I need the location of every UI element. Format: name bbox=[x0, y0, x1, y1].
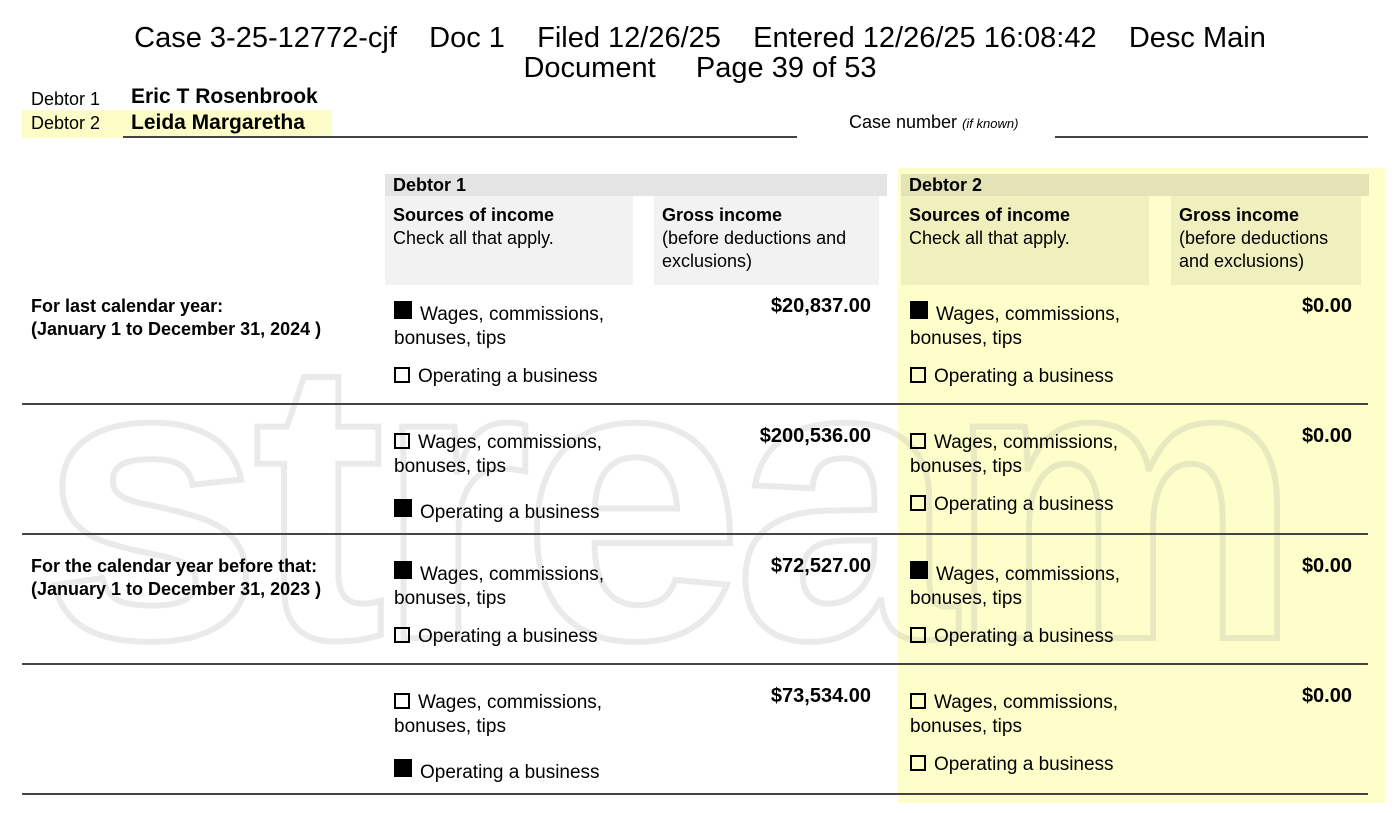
debtor2-business-checkbox[interactable]: Operating a business bbox=[910, 625, 1150, 649]
debtor1-business-checkbox[interactable]: Operating a business bbox=[394, 625, 634, 649]
debtor2-gross-amount: $0.00 bbox=[1301, 295, 1352, 317]
debtor2-gross-amount: $0.00 bbox=[1301, 685, 1352, 707]
period-label: For the calendar year before that: (Janua… bbox=[31, 555, 321, 601]
row-divider bbox=[22, 793, 1368, 795]
debtor2-business-checkbox[interactable]: Operating a business bbox=[910, 753, 1150, 777]
row-divider bbox=[22, 403, 1368, 405]
checkbox-empty-icon[interactable] bbox=[910, 693, 926, 709]
row-divider bbox=[22, 533, 1368, 535]
row-divider bbox=[22, 663, 1368, 665]
checkbox-empty-icon[interactable] bbox=[394, 433, 410, 449]
debtor2-business-checkbox-label: Operating a business bbox=[934, 366, 1114, 387]
case-number-label: Case number (if known) bbox=[849, 112, 1019, 132]
debtor2-sources-header: Sources of income Check all that apply. bbox=[901, 196, 1149, 285]
case-number-hint: (if known) bbox=[962, 116, 1019, 131]
period-title: For the calendar year before that: bbox=[31, 556, 318, 576]
checkbox-checked-icon[interactable] bbox=[394, 561, 412, 579]
debtor2-gross-amount: $0.00 bbox=[1301, 425, 1352, 447]
debtor1-business-checkbox-label: Operating a business bbox=[420, 502, 600, 523]
debtor2-column-title: Debtor 2 bbox=[901, 174, 1369, 196]
debtor2-wages-checkbox-label: Wages, commissions, bonuses, tips bbox=[910, 564, 1121, 609]
debtor1-name: Eric T Rosenbrook bbox=[131, 85, 318, 108]
debtor1-business-checkbox[interactable]: Operating a business bbox=[394, 499, 634, 525]
debtor1-business-checkbox[interactable]: Operating a business bbox=[394, 759, 634, 785]
period-title: For last calendar year: bbox=[31, 296, 224, 316]
debtor1-gross-amount: $20,837.00 bbox=[770, 295, 871, 317]
debtor2-name: Leida Margaretha bbox=[131, 111, 305, 134]
debtor1-business-checkbox-label: Operating a business bbox=[420, 762, 600, 783]
checkbox-empty-icon[interactable] bbox=[910, 627, 926, 643]
debtor1-wages-checkbox[interactable]: Wages, commissions, bonuses, tips bbox=[394, 691, 634, 739]
debtor2-business-checkbox[interactable]: Operating a business bbox=[910, 493, 1150, 517]
debtor2-business-checkbox-label: Operating a business bbox=[934, 626, 1114, 647]
checkbox-checked-icon[interactable] bbox=[394, 759, 412, 777]
checkbox-empty-icon[interactable] bbox=[910, 755, 926, 771]
checkbox-empty-icon[interactable] bbox=[394, 693, 410, 709]
filing-header-line2: Document Page 39 of 53 bbox=[523, 52, 877, 84]
debtor2-gross-amount: $0.00 bbox=[1301, 555, 1352, 577]
debtor2-wages-checkbox[interactable]: Wages, commissions, bonuses, tips bbox=[910, 301, 1150, 351]
checkbox-checked-icon[interactable] bbox=[394, 499, 412, 517]
debtor1-gross-header: Gross income (before deductions and excl… bbox=[654, 196, 879, 285]
checkbox-empty-icon[interactable] bbox=[394, 367, 410, 383]
checkbox-checked-icon[interactable] bbox=[910, 561, 928, 579]
debtor2-wages-checkbox[interactable]: Wages, commissions, bonuses, tips bbox=[910, 691, 1150, 739]
debtor1-gross-amount: $73,534.00 bbox=[770, 685, 871, 707]
debtor2-wages-checkbox[interactable]: Wages, commissions, bonuses, tips bbox=[910, 561, 1150, 611]
debtor2-business-checkbox[interactable]: Operating a business bbox=[910, 365, 1150, 389]
filing-header-line1: Case 3-25-12772-cjf Doc 1 Filed 12/26/25… bbox=[134, 22, 1266, 54]
debtor1-business-checkbox[interactable]: Operating a business bbox=[394, 365, 634, 389]
case-number-field[interactable] bbox=[1055, 136, 1368, 138]
checkbox-checked-icon[interactable] bbox=[910, 301, 928, 319]
debtor2-wages-checkbox[interactable]: Wages, commissions, bonuses, tips bbox=[910, 431, 1150, 479]
debtor1-business-checkbox-label: Operating a business bbox=[418, 366, 598, 387]
debtor2-wages-checkbox-label: Wages, commissions, bonuses, tips bbox=[910, 304, 1121, 349]
debtor-name-underline bbox=[123, 136, 797, 138]
period-range: (January 1 to December 31, 2024 ) bbox=[31, 319, 322, 339]
debtor1-gross-amount: $72,527.00 bbox=[770, 555, 871, 577]
debtor2-business-checkbox-label: Operating a business bbox=[934, 494, 1114, 515]
debtor1-wages-checkbox-label: Wages, commissions, bonuses, tips bbox=[394, 432, 603, 477]
period-label: For last calendar year: (January 1 to Dec… bbox=[31, 295, 321, 341]
debtor1-wages-checkbox-label: Wages, commissions, bonuses, tips bbox=[394, 564, 605, 609]
debtor2-wages-checkbox-label: Wages, commissions, bonuses, tips bbox=[910, 432, 1119, 477]
debtor2-business-checkbox-label: Operating a business bbox=[934, 754, 1114, 775]
checkbox-empty-icon[interactable] bbox=[910, 367, 926, 383]
debtor1-sources-header: Sources of income Check all that apply. bbox=[385, 196, 633, 285]
checkbox-checked-icon[interactable] bbox=[394, 301, 412, 319]
debtor2-wages-checkbox-label: Wages, commissions, bonuses, tips bbox=[910, 692, 1119, 737]
debtor1-gross-amount: $200,536.00 bbox=[759, 425, 871, 447]
debtor2-name-highlight bbox=[22, 110, 332, 138]
debtor1-business-checkbox-label: Operating a business bbox=[418, 626, 598, 647]
checkbox-empty-icon[interactable] bbox=[394, 627, 410, 643]
period-range: (January 1 to December 31, 2023 ) bbox=[31, 579, 322, 599]
debtor2-gross-header: Gross income (before deductions and excl… bbox=[1171, 196, 1361, 285]
debtor1-wages-checkbox-label: Wages, commissions, bonuses, tips bbox=[394, 692, 603, 737]
debtor1-label: Debtor 1 bbox=[31, 89, 101, 109]
debtor1-wages-checkbox[interactable]: Wages, commissions, bonuses, tips bbox=[394, 301, 634, 351]
debtor1-wages-checkbox-label: Wages, commissions, bonuses, tips bbox=[394, 304, 605, 349]
debtor1-wages-checkbox[interactable]: Wages, commissions, bonuses, tips bbox=[394, 431, 634, 479]
debtor2-label: Debtor 2 bbox=[31, 113, 101, 133]
debtor1-column-title: Debtor 1 bbox=[385, 174, 887, 196]
checkbox-empty-icon[interactable] bbox=[910, 433, 926, 449]
debtor1-wages-checkbox[interactable]: Wages, commissions, bonuses, tips bbox=[394, 561, 634, 611]
checkbox-empty-icon[interactable] bbox=[910, 495, 926, 511]
